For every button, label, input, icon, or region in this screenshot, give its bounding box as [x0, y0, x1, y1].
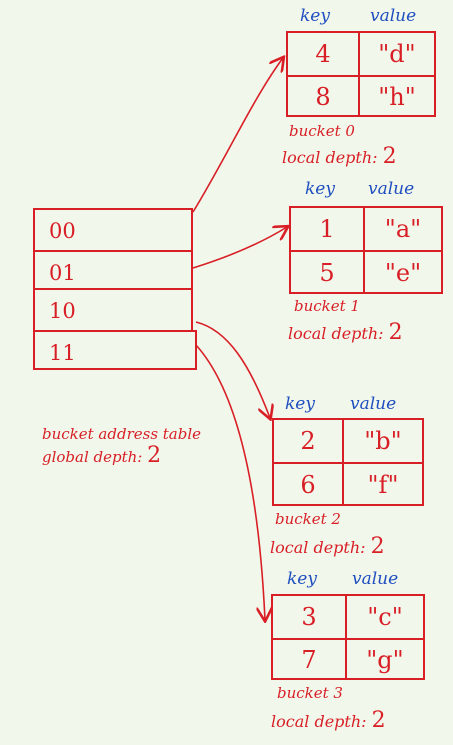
bucket-value: "d" [378, 40, 416, 68]
bucket-1-row: 5 "e" [291, 250, 441, 294]
bucket-value: "h" [378, 83, 416, 111]
bucket-2-local-depth: local depth: 2 [270, 536, 385, 558]
bucket-value: "e" [384, 259, 422, 287]
directory-entry-label: 01 [49, 261, 76, 285]
bucket-value: "f" [367, 471, 399, 499]
arrow-01-to-bucket-1 [192, 227, 287, 269]
local-depth-label: local depth: [282, 148, 378, 167]
arrow-00-to-bucket-0 [192, 58, 283, 213]
global-depth-label: global depth: [42, 448, 143, 466]
directory-entry-01: 01 [33, 250, 193, 290]
bucket-key: 6 [300, 471, 316, 499]
bucket-2-row: 6 "f" [274, 462, 422, 506]
bucket-key: 1 [319, 215, 335, 243]
directory-entry-label: 00 [49, 219, 76, 243]
bucket-0-value-header: value [370, 6, 417, 26]
bucket-2-value-header: value [350, 394, 397, 414]
bucket-0-local-depth: local depth: 2 [282, 146, 397, 168]
arrow-11-to-bucket-3 [195, 344, 265, 620]
bucket-3-name: bucket 3 [277, 684, 343, 702]
directory-entry-10: 10 [33, 288, 193, 332]
bucket-0-key-header: key [300, 6, 330, 26]
bucket-0-table: 4 "d" 8 "h" [286, 31, 436, 117]
bucket-3-table: 3 "c" 7 "g" [271, 594, 425, 680]
directory-entry-label: 10 [49, 299, 76, 323]
bucket-key: 3 [301, 603, 317, 631]
local-depth-label: local depth: [270, 538, 366, 557]
local-depth-value: 2 [388, 320, 403, 345]
directory-caption-title: bucket address table [42, 425, 202, 443]
bucket-2-table: 2 "b" 6 "f" [272, 418, 424, 506]
bucket-2-name: bucket 2 [275, 510, 341, 528]
bucket-value: "g" [366, 646, 404, 674]
bucket-0-row: 8 "h" [288, 75, 434, 117]
bucket-value: "c" [367, 603, 403, 631]
arrow-10-to-bucket-2 [195, 321, 270, 418]
bucket-3-value-header: value [352, 569, 399, 589]
directory-entry-00: 00 [33, 208, 193, 252]
bucket-3-row: 7 "g" [273, 638, 423, 680]
bucket-1-row: 1 "a" [291, 208, 441, 250]
bucket-key: 5 [319, 259, 335, 287]
bucket-key: 7 [301, 646, 317, 674]
local-depth-value: 2 [382, 144, 397, 169]
global-depth-value: 2 [147, 443, 162, 468]
bucket-3-local-depth: local depth: 2 [271, 710, 386, 732]
bucket-key: 8 [315, 83, 331, 111]
bucket-2-row: 2 "b" [274, 420, 422, 462]
bucket-3-key-header: key [287, 569, 317, 589]
directory-entry-label: 11 [49, 341, 76, 365]
local-depth-label: local depth: [288, 324, 384, 343]
global-depth: global depth: 2 [42, 443, 201, 469]
bucket-0-name: bucket 0 [289, 122, 355, 140]
bucket-1-table: 1 "a" 5 "e" [289, 206, 443, 294]
bucket-key: 2 [300, 427, 316, 455]
bucket-1-local-depth: local depth: 2 [288, 322, 403, 344]
directory-entry-11: 11 [33, 330, 197, 370]
bucket-0-row: 4 "d" [288, 33, 434, 75]
bucket-1-name: bucket 1 [294, 297, 360, 315]
local-depth-label: local depth: [271, 712, 367, 731]
bucket-value: "a" [384, 215, 422, 243]
bucket-2-key-header: key [285, 394, 315, 414]
local-depth-value: 2 [370, 534, 385, 559]
bucket-3-row: 3 "c" [273, 596, 423, 638]
bucket-1-key-header: key [305, 179, 335, 199]
bucket-value: "b" [364, 427, 402, 455]
bucket-key: 4 [315, 40, 331, 68]
local-depth-value: 2 [371, 708, 386, 733]
directory-caption: bucket address table global depth: 2 [42, 425, 201, 469]
bucket-1-value-header: value [368, 179, 415, 199]
